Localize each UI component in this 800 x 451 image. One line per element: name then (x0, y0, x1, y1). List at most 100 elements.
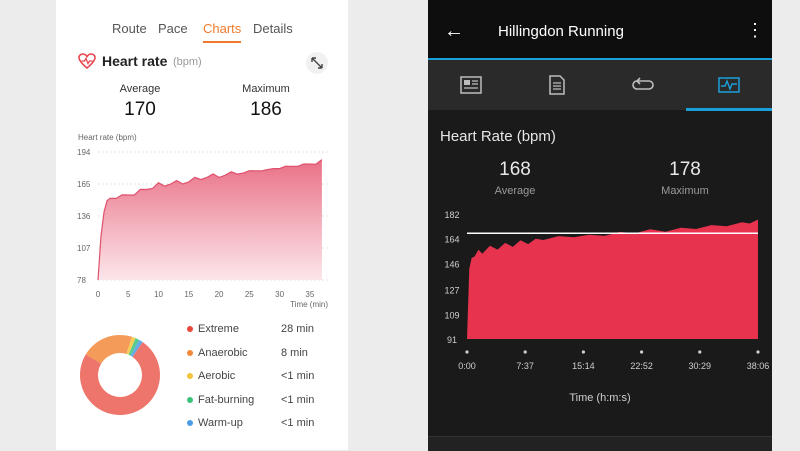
donut-slice-warm-up (130, 339, 143, 357)
donut-slice-aerobic (126, 336, 136, 355)
legend-color-dot (187, 396, 193, 403)
x-tick-label: 15:14 (572, 361, 595, 371)
legend-color-dot (187, 420, 193, 426)
average-value: 168 (499, 159, 531, 180)
x-tick-dot (581, 350, 585, 354)
x-tick-label: 20 (215, 290, 224, 299)
heart-rate-line (97, 159, 323, 281)
x-tick-label: 25 (245, 290, 254, 299)
legend-zone-duration: <1 min (281, 370, 315, 382)
view-tab-bar (428, 60, 772, 110)
legend-zone-name: Aerobic (198, 370, 236, 382)
next-section-peek (428, 436, 772, 451)
y-tick-label: 107 (77, 244, 91, 253)
tab-stats[interactable] (428, 60, 514, 110)
expand-icon (311, 57, 323, 69)
y-tick-label: 165 (77, 180, 91, 189)
maximum-value: 178 (669, 159, 701, 180)
more-options-icon[interactable]: ⋮ (746, 20, 764, 40)
legend-color-dot (187, 373, 193, 379)
x-tick-label: 35 (305, 290, 314, 299)
tab-details[interactable]: Details (253, 21, 293, 36)
legend-color-dot (187, 349, 193, 356)
tab-details[interactable] (514, 60, 600, 110)
active-tab-indicator (203, 41, 241, 43)
heart-rate-icon (78, 53, 96, 69)
heart-rate-area (467, 219, 758, 339)
x-tick-dot (698, 350, 702, 354)
garmin-panel: ← Hillingdon Running ⋮ (428, 0, 772, 451)
y-tick-label: 109 (444, 310, 459, 320)
x-tick-dot (523, 350, 527, 354)
expand-button[interactable] (306, 52, 328, 74)
y-tick-label: 78 (77, 276, 86, 285)
legend-zone-duration: 28 min (281, 323, 315, 335)
maximum-label: Maximum (661, 185, 709, 197)
average-value: 170 (124, 99, 156, 120)
maximum-label: Maximum (242, 83, 290, 95)
x-tick-label: 10 (154, 290, 163, 299)
donut-slice-anaerobic (85, 335, 132, 364)
legend-zone-duration: <1 min (281, 417, 315, 429)
average-label: Average (494, 185, 536, 197)
y-tick-label: 91 (447, 335, 457, 345)
x-tick-label: 5 (126, 290, 131, 299)
tab-bar: Route Pace Charts Details (56, 21, 348, 43)
stats-icon (460, 76, 482, 94)
laps-icon (632, 77, 654, 90)
x-tick-label: 0:00 (458, 361, 476, 371)
y-tick-label: 182 (444, 210, 459, 220)
y-tick-label: 146 (444, 259, 459, 269)
legend-item-warm-up: Warm-up <1 min (187, 417, 347, 431)
x-tick-dot (465, 350, 469, 354)
huawei-health-panel: Route Pace Charts Details Heart rate (bp… (56, 0, 348, 450)
legend-color-dot (187, 326, 193, 332)
maximum-value: 186 (250, 99, 282, 120)
x-tick-dot (756, 350, 760, 354)
chart-icon (718, 77, 740, 93)
app-bar-accent (428, 58, 772, 60)
x-tick-label: 0 (96, 290, 101, 299)
tab-laps[interactable] (600, 60, 686, 110)
back-arrow-icon[interactable]: ← (444, 20, 464, 42)
legend-item-extreme: Extreme 28 min (187, 323, 347, 337)
zones-donut-chart (79, 335, 160, 416)
donut-slice-fat-burning (128, 338, 140, 356)
x-tick-label: 30:29 (689, 361, 712, 371)
legend-zone-name: Anaerobic (198, 346, 248, 359)
x-tick-label: 15 (184, 290, 193, 299)
y-tick-label: 194 (77, 148, 91, 157)
x-tick-dot (640, 350, 644, 354)
tab-route[interactable]: Route (112, 21, 147, 36)
activity-title: Hillingdon Running (498, 23, 624, 40)
x-tick-label: 38:06 (747, 361, 770, 371)
document-icon (549, 75, 565, 95)
tab-charts[interactable] (686, 60, 772, 110)
legend-zone-name: Warm-up (198, 417, 243, 429)
section-title: Heart rate (102, 53, 168, 69)
tab-charts[interactable]: Charts (203, 21, 242, 36)
tab-pace[interactable]: Pace (158, 21, 188, 36)
legend-item-anaerobic: Anaerobic 8 min (187, 347, 347, 361)
y-tick-label: 164 (444, 235, 459, 245)
x-tick-label: 7:37 (516, 361, 534, 371)
section-title: Heart Rate (bpm) (440, 128, 556, 145)
active-view-indicator (686, 108, 772, 111)
x-axis-title: Time (min) (290, 300, 328, 309)
x-axis-title: Time (h:m:s) (569, 392, 631, 404)
legend-item-aerobic: Aerobic <1 min (187, 370, 347, 384)
legend-zone-name: Extreme (198, 323, 239, 335)
y-tick-label: 136 (77, 212, 91, 221)
legend-zone-duration: <1 min (281, 393, 315, 406)
app-bar: ← Hillingdon Running ⋮ (428, 0, 772, 60)
x-tick-label: 22:52 (630, 361, 653, 371)
legend-zone-name: Fat-burning (198, 393, 255, 406)
y-axis-title: Heart rate (bpm) (78, 133, 137, 142)
average-label: Average (119, 83, 161, 95)
heart-rate-chart: Heart rate (bpm) 194 165 136 107 78 0 5 10 15 20 25… (77, 133, 328, 309)
x-tick-label: 30 (275, 290, 284, 299)
heart-rate-chart: 182 164 146 127 109 91 0:00 7:37 15:14 22:52 30:29… (444, 210, 770, 371)
y-tick-label: 127 (444, 286, 459, 296)
donut-slice-extreme (79, 341, 160, 416)
legend-item-fat-burning: Fat-burning <1 min (187, 394, 347, 408)
